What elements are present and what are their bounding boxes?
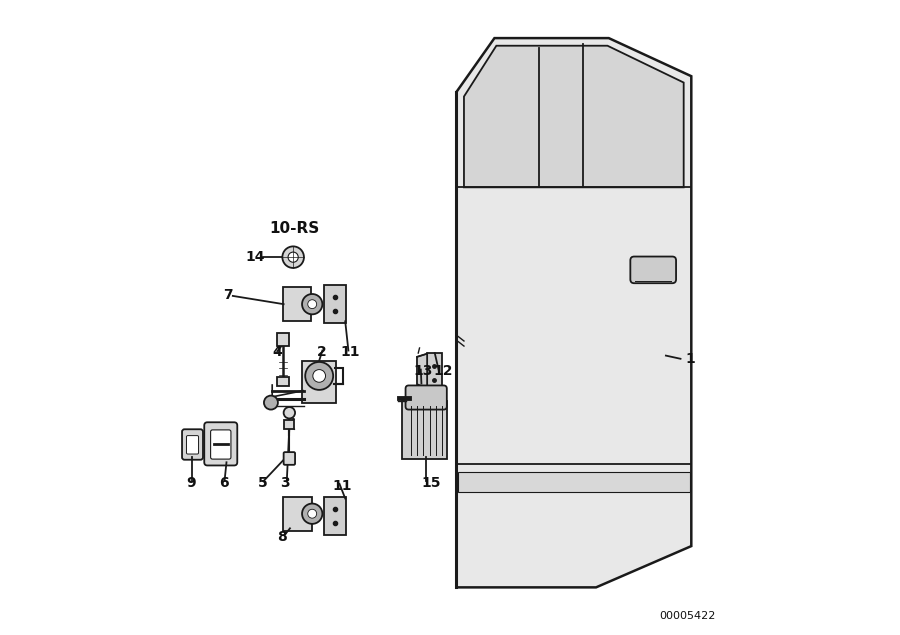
FancyBboxPatch shape xyxy=(182,429,203,460)
Circle shape xyxy=(288,252,298,262)
Polygon shape xyxy=(464,46,684,187)
FancyBboxPatch shape xyxy=(402,401,447,459)
Text: 15: 15 xyxy=(421,476,441,490)
FancyBboxPatch shape xyxy=(204,422,238,465)
Circle shape xyxy=(313,370,326,382)
Text: 1: 1 xyxy=(685,352,695,366)
FancyBboxPatch shape xyxy=(284,420,294,429)
Circle shape xyxy=(305,362,333,390)
FancyBboxPatch shape xyxy=(630,257,676,283)
FancyBboxPatch shape xyxy=(284,452,295,465)
Text: 5: 5 xyxy=(258,476,268,490)
Text: 6: 6 xyxy=(220,476,230,490)
Circle shape xyxy=(283,246,304,268)
Circle shape xyxy=(284,407,295,418)
Text: 14: 14 xyxy=(246,250,265,264)
FancyBboxPatch shape xyxy=(324,285,346,323)
FancyBboxPatch shape xyxy=(186,436,199,454)
Text: 11: 11 xyxy=(341,345,360,359)
FancyBboxPatch shape xyxy=(457,472,690,492)
Text: 10-RS: 10-RS xyxy=(269,221,319,236)
Text: 9: 9 xyxy=(186,476,196,490)
Text: 2: 2 xyxy=(317,345,327,359)
Circle shape xyxy=(302,294,322,314)
Text: 13: 13 xyxy=(414,364,433,378)
FancyBboxPatch shape xyxy=(406,385,446,410)
FancyBboxPatch shape xyxy=(277,377,289,386)
Text: 7: 7 xyxy=(222,288,232,302)
Circle shape xyxy=(302,504,322,524)
Circle shape xyxy=(308,300,317,309)
Text: 11: 11 xyxy=(332,479,352,493)
FancyBboxPatch shape xyxy=(324,497,346,535)
Text: 3: 3 xyxy=(280,476,290,490)
FancyBboxPatch shape xyxy=(283,287,310,321)
FancyBboxPatch shape xyxy=(211,430,231,459)
Text: 12: 12 xyxy=(434,364,453,378)
Polygon shape xyxy=(456,38,691,587)
Circle shape xyxy=(264,396,278,410)
Text: 00005422: 00005422 xyxy=(660,611,716,621)
Text: 8: 8 xyxy=(277,530,287,544)
FancyBboxPatch shape xyxy=(283,497,312,531)
FancyBboxPatch shape xyxy=(277,333,289,346)
Polygon shape xyxy=(417,354,428,389)
Circle shape xyxy=(308,509,317,518)
Text: 4: 4 xyxy=(272,345,282,359)
FancyBboxPatch shape xyxy=(427,353,442,389)
FancyBboxPatch shape xyxy=(302,361,337,403)
